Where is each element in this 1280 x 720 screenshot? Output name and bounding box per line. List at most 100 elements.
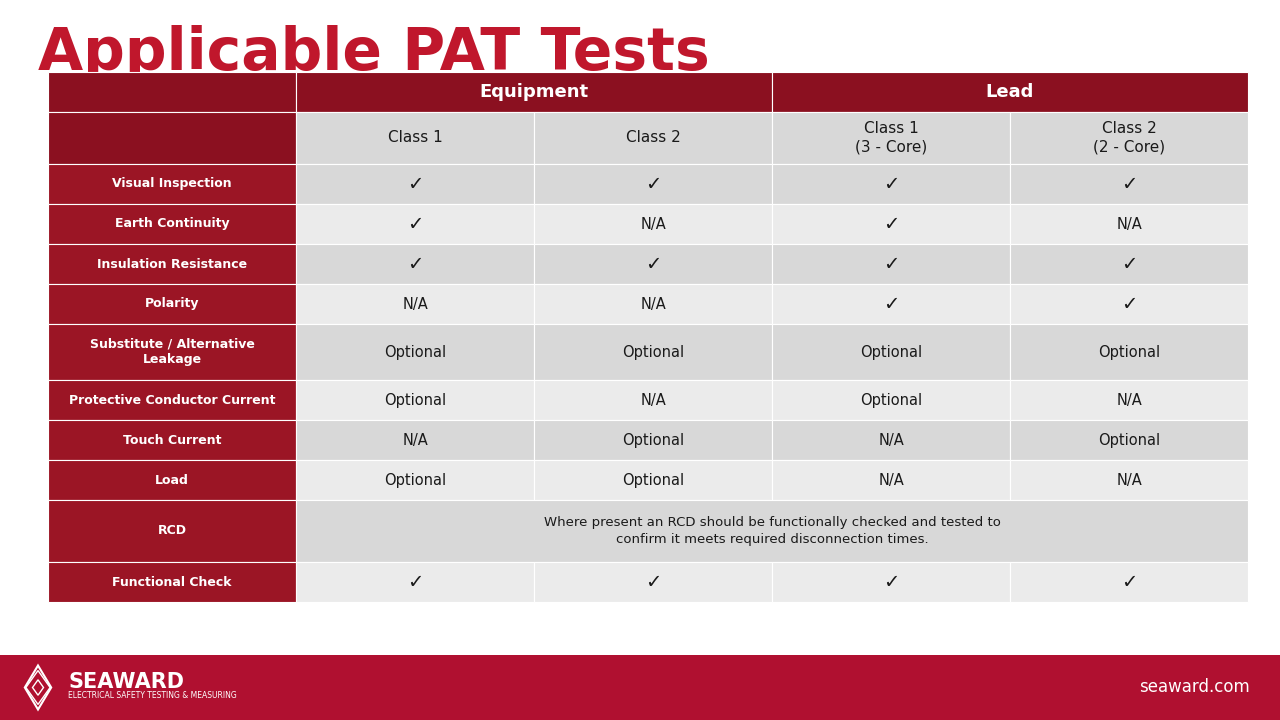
Text: N/A: N/A: [1116, 472, 1142, 487]
Text: N/A: N/A: [1116, 217, 1142, 232]
Bar: [1010, 112, 1248, 164]
Bar: [296, 562, 534, 602]
Text: ✓: ✓: [645, 254, 662, 274]
Text: N/A: N/A: [878, 433, 904, 448]
Bar: [772, 284, 1010, 324]
Text: Visual Inspection: Visual Inspection: [113, 178, 232, 191]
Text: ✓: ✓: [1121, 254, 1137, 274]
Text: Optional: Optional: [860, 392, 922, 408]
Bar: [534, 112, 772, 164]
Text: Load: Load: [155, 474, 189, 487]
Bar: [296, 380, 534, 420]
Text: RCD: RCD: [157, 524, 187, 538]
Text: ✓: ✓: [645, 572, 662, 592]
Bar: [534, 420, 772, 460]
Bar: [1010, 284, 1248, 324]
Bar: [534, 324, 772, 380]
Bar: [49, 112, 296, 164]
Bar: [534, 284, 772, 324]
Bar: [772, 420, 1010, 460]
Text: ✓: ✓: [883, 254, 899, 274]
Bar: [296, 164, 534, 204]
Bar: [296, 112, 534, 164]
Bar: [49, 562, 296, 602]
Text: N/A: N/A: [402, 433, 428, 448]
Text: ✓: ✓: [407, 174, 424, 194]
Text: Earth Continuity: Earth Continuity: [115, 217, 229, 230]
Text: Optional: Optional: [622, 344, 684, 359]
Text: Optional: Optional: [384, 344, 445, 359]
Text: ✓: ✓: [883, 294, 899, 313]
Text: N/A: N/A: [1116, 392, 1142, 408]
Bar: [0, 655, 1280, 720]
Bar: [772, 204, 1010, 244]
Text: Class 1: Class 1: [388, 130, 443, 145]
Text: N/A: N/A: [402, 297, 428, 312]
Bar: [1010, 420, 1248, 460]
Text: Class 2
(2 - Core): Class 2 (2 - Core): [1093, 121, 1165, 155]
Bar: [534, 244, 772, 284]
Text: Optional: Optional: [384, 392, 445, 408]
Text: Where present an RCD should be functionally checked and tested to
confirm it mee: Where present an RCD should be functiona…: [544, 516, 1001, 546]
Bar: [49, 72, 296, 112]
Text: N/A: N/A: [640, 392, 666, 408]
Text: seaward.com: seaward.com: [1139, 678, 1251, 696]
Text: ELECTRICAL SAFETY TESTING & MEASURING: ELECTRICAL SAFETY TESTING & MEASURING: [68, 691, 237, 700]
Text: Class 2: Class 2: [626, 130, 681, 145]
Bar: [49, 204, 296, 244]
Text: ✓: ✓: [1121, 294, 1137, 313]
Text: Substitute / Alternative
Leakage: Substitute / Alternative Leakage: [90, 338, 255, 366]
Bar: [49, 460, 296, 500]
Bar: [296, 500, 1248, 562]
Bar: [296, 460, 534, 500]
Bar: [1010, 324, 1248, 380]
Bar: [534, 204, 772, 244]
Bar: [49, 284, 296, 324]
Text: Polarity: Polarity: [145, 297, 200, 310]
Bar: [49, 380, 296, 420]
Bar: [772, 460, 1010, 500]
Bar: [296, 204, 534, 244]
Bar: [296, 72, 772, 112]
Text: ✓: ✓: [645, 174, 662, 194]
Bar: [534, 460, 772, 500]
Bar: [296, 284, 534, 324]
Bar: [296, 420, 534, 460]
Bar: [49, 324, 296, 380]
Text: Optional: Optional: [622, 433, 684, 448]
Text: Class 1
(3 - Core): Class 1 (3 - Core): [855, 121, 927, 155]
Text: Optional: Optional: [622, 472, 684, 487]
Text: Lead: Lead: [986, 83, 1034, 101]
Bar: [1010, 380, 1248, 420]
Bar: [49, 420, 296, 460]
Text: Protective Conductor Current: Protective Conductor Current: [69, 394, 275, 407]
Text: Insulation Resistance: Insulation Resistance: [97, 258, 247, 271]
Text: ✓: ✓: [407, 215, 424, 233]
Bar: [772, 164, 1010, 204]
Bar: [1010, 562, 1248, 602]
Text: Applicable PAT Tests: Applicable PAT Tests: [38, 25, 709, 82]
Text: Optional: Optional: [860, 344, 922, 359]
Text: Optional: Optional: [1098, 433, 1160, 448]
Bar: [772, 562, 1010, 602]
Text: N/A: N/A: [640, 217, 666, 232]
Bar: [1010, 460, 1248, 500]
Text: ✓: ✓: [1121, 174, 1137, 194]
Text: Optional: Optional: [1098, 344, 1160, 359]
Bar: [772, 324, 1010, 380]
Bar: [49, 500, 296, 562]
Bar: [49, 164, 296, 204]
Bar: [1010, 164, 1248, 204]
Bar: [772, 112, 1010, 164]
Bar: [49, 244, 296, 284]
Text: ✓: ✓: [883, 572, 899, 592]
Bar: [296, 244, 534, 284]
Bar: [534, 164, 772, 204]
Bar: [296, 324, 534, 380]
Text: ✓: ✓: [883, 215, 899, 233]
Text: N/A: N/A: [640, 297, 666, 312]
Bar: [534, 380, 772, 420]
Bar: [772, 380, 1010, 420]
Text: ✓: ✓: [407, 254, 424, 274]
Bar: [1010, 204, 1248, 244]
